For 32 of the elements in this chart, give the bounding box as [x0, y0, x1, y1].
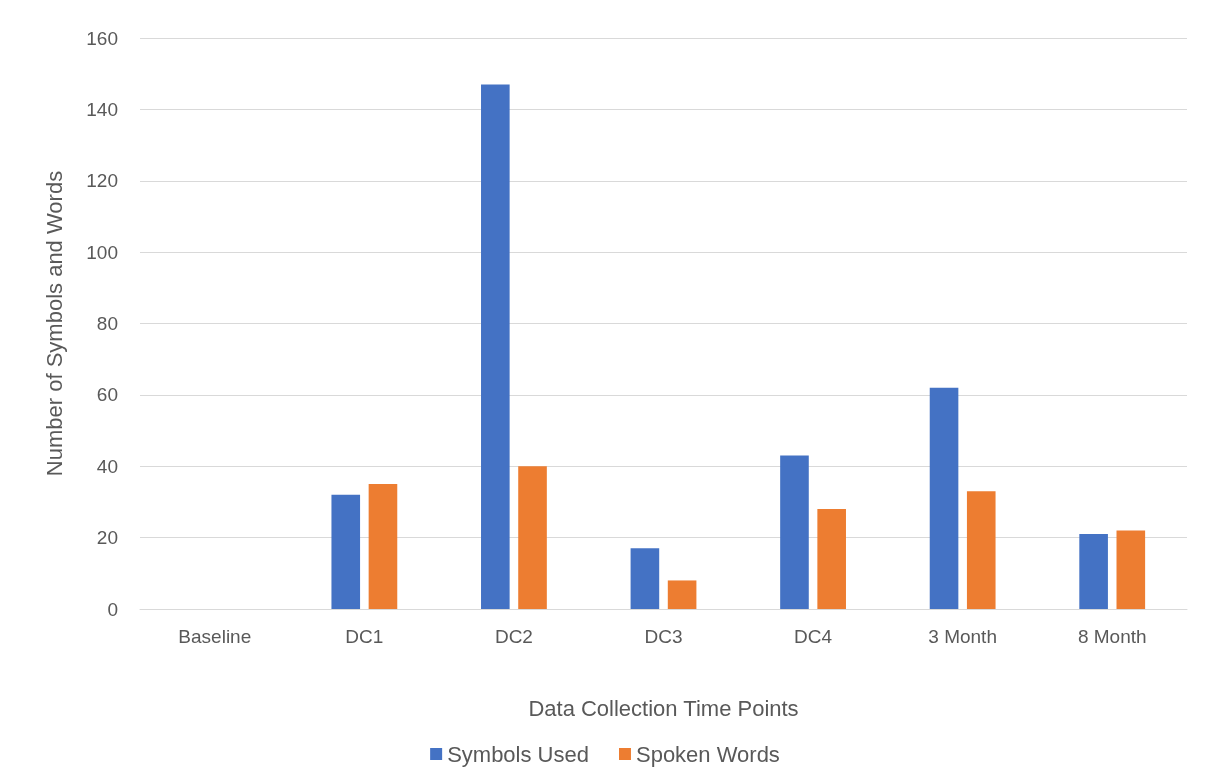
y-axis-title: Number of Symbols and Words	[41, 170, 67, 477]
x-tick-label: DC4	[794, 626, 833, 647]
bar	[368, 484, 398, 609]
bar	[630, 548, 660, 609]
x-tick-label: DC2	[494, 626, 533, 647]
x-tick-label: DC3	[644, 626, 683, 647]
y-tick-label: 60	[96, 384, 118, 406]
x-tick-label: 8 Month	[1077, 626, 1147, 647]
bar	[518, 466, 547, 609]
y-tick-label: 140	[86, 98, 118, 120]
bar	[481, 84, 510, 609]
y-tick-label: 100	[86, 241, 118, 263]
bar	[667, 580, 697, 609]
bar	[1079, 534, 1108, 609]
bar	[929, 387, 959, 609]
legend-label: Spoken Words	[635, 741, 780, 767]
legend-label: Symbols Used	[447, 741, 589, 767]
bar	[1116, 530, 1146, 609]
y-tick-label: 120	[86, 170, 118, 192]
y-tick-label: 40	[96, 455, 118, 477]
x-axis-title: Data Collection Time Points	[528, 695, 799, 721]
bar	[966, 491, 996, 609]
x-tick-label: DC1	[345, 626, 384, 647]
bar	[331, 494, 361, 609]
y-tick-label: 20	[96, 527, 118, 549]
y-tick-label: 80	[96, 313, 118, 334]
y-tick-label: 0	[107, 598, 118, 620]
bar	[817, 509, 846, 609]
x-tick-label: Baseline	[178, 626, 252, 647]
bar	[780, 455, 809, 609]
x-tick-label: 3 Month	[928, 626, 997, 647]
y-tick-label: 160	[86, 27, 118, 49]
